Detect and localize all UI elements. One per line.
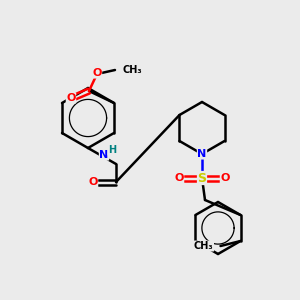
Text: N: N [99, 150, 109, 160]
Text: O: O [66, 93, 76, 103]
Text: O: O [92, 68, 102, 78]
Text: N: N [197, 149, 207, 159]
Text: O: O [220, 173, 230, 183]
Text: H: H [108, 145, 116, 155]
Text: O: O [174, 173, 184, 183]
Text: O: O [88, 177, 98, 187]
Text: S: S [197, 172, 206, 184]
Text: CH₃: CH₃ [194, 241, 214, 251]
Text: CH₃: CH₃ [123, 65, 142, 75]
